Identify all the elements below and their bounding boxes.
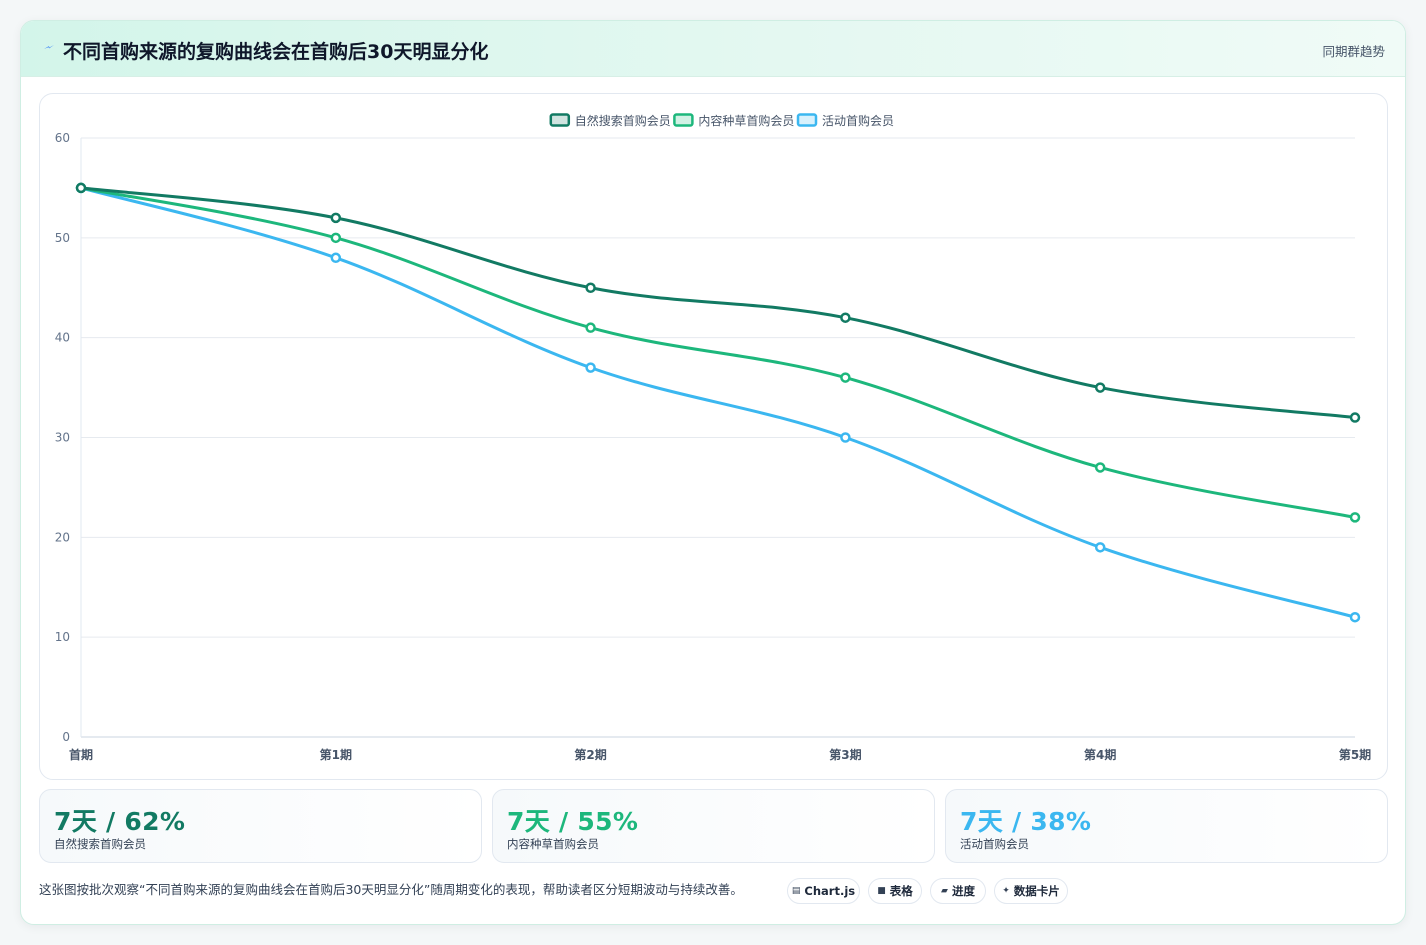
stat-label: 内容种草首购会员 <box>507 837 599 851</box>
x-tick-label: 第5期 <box>1339 747 1371 762</box>
data-point <box>330 252 342 264</box>
data-point <box>585 362 596 373</box>
pill-label: 进度 <box>951 884 975 898</box>
stat-value: 7天 / 38% <box>960 807 1092 836</box>
header-tag: 同期群趋势 <box>1322 44 1385 59</box>
x-tick-label: 第1期 <box>320 747 352 762</box>
data-point <box>1094 462 1106 473</box>
series-line <box>79 186 1357 519</box>
data-point <box>1349 412 1361 423</box>
y-tick-label: 20 <box>55 530 70 544</box>
y-tick-label: 30 <box>55 431 70 445</box>
legend-swatch <box>796 113 818 127</box>
data-point <box>840 372 851 383</box>
legend-label: 自然搜索首购会员 <box>575 113 671 128</box>
data-point <box>1349 512 1361 523</box>
y-tick-label: 60 <box>55 131 70 145</box>
legend-swatch <box>673 113 694 127</box>
table-pill[interactable]: ■ 表格 <box>868 878 922 904</box>
progress-pill[interactable]: ▰ 进度 <box>930 878 986 904</box>
legend-label: 活动首购会员 <box>822 113 894 128</box>
pill-label: 数据卡片 <box>1013 884 1060 898</box>
y-tick-label: 50 <box>55 231 70 245</box>
sparkle-icon: ✦ <box>1002 886 1010 896</box>
stat-card: 7天 / 55% 内容种草首购会员 <box>492 789 935 863</box>
stat-value: 7天 / 55% <box>507 807 639 836</box>
data-point <box>840 312 851 323</box>
chart-card: 不同首购来源的复购曲线会在首购后30天明显分化 同期群趋势 0 10 20 30 40 5… <box>20 20 1406 925</box>
data-point <box>585 282 596 293</box>
data-point <box>330 232 342 244</box>
x-tick-label: 首期 <box>69 747 93 762</box>
data-card-pill[interactable]: ✦ 数据卡片 <box>994 878 1068 904</box>
data-point <box>330 212 342 224</box>
legend-label: 内容种草首购会员 <box>698 113 794 128</box>
line-chart: 0 10 20 30 40 50 60 首期 第1期 第2期 第3期 第4期 第5期 自然搜索首购会员 内容… <box>55 113 1371 762</box>
data-point <box>1094 542 1106 553</box>
stat-card: 7天 / 38% 活动首购会员 <box>945 789 1388 863</box>
x-tick-label: 第2期 <box>574 747 606 762</box>
table-icon: ■ <box>877 886 886 896</box>
data-point <box>840 432 851 443</box>
data-point <box>1349 611 1361 623</box>
x-tick-label: 第4期 <box>1084 747 1116 762</box>
x-tick-label: 第3期 <box>829 747 861 762</box>
data-point <box>585 322 596 333</box>
y-tick-label: 40 <box>55 331 70 345</box>
y-tick-label: 0 <box>62 730 70 744</box>
pill-label: Chart.js <box>804 884 856 898</box>
page-title: 不同首购来源的复购曲线会在首购后30天明显分化 <box>63 41 489 63</box>
footer-note: 这张图按批次观察“不同首购来源的复购曲线会在首购后30天明显分化”随周期变化的表… <box>39 882 743 897</box>
stat-card: 7天 / 62% 自然搜索首购会员 <box>39 789 482 863</box>
pill-label: 表格 <box>889 884 913 898</box>
lightning-icon <box>44 45 54 49</box>
stat-value: 7天 / 62% <box>54 807 186 836</box>
stat-label: 活动首购会员 <box>960 837 1029 851</box>
chart-container: 0 10 20 30 40 50 60 首期 第1期 第2期 第3期 第4期 第5期 自然搜索首购会员 内容… <box>39 93 1388 780</box>
card-header: 不同首购来源的复购曲线会在首购后30天明显分化 同期群趋势 <box>21 21 1405 77</box>
stat-label: 自然搜索首购会员 <box>54 837 146 851</box>
chart-icon: ▤ <box>791 886 801 896</box>
series-line <box>79 186 1357 619</box>
series-line <box>79 186 1357 420</box>
progress-icon: ▰ <box>941 886 948 896</box>
chartjs-pill[interactable]: ▤ Chart.js <box>787 878 860 904</box>
data-point <box>1094 382 1106 393</box>
legend-swatch <box>549 113 571 127</box>
data-point <box>75 182 87 194</box>
stat-cards: 7天 / 62% 自然搜索首购会员 7天 / 55% 内容种草首购会员 7天 /… <box>39 789 1388 863</box>
y-tick-label: 10 <box>55 630 70 644</box>
